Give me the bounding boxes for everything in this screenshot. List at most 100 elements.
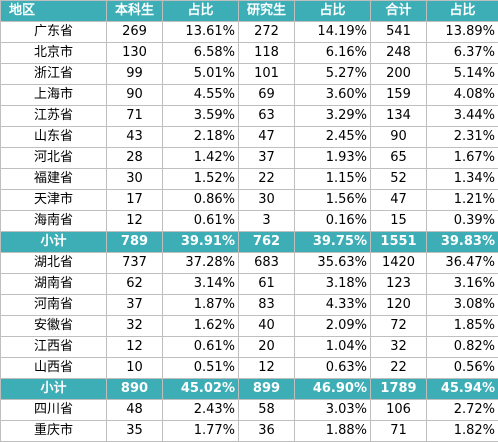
- region-cell[interactable]: 湖北省: [0, 252, 107, 274]
- total-share-cell[interactable]: 1.34%: [426, 168, 498, 190]
- region-cell[interactable]: 河南省: [0, 294, 107, 316]
- region-cell[interactable]: 四川省: [0, 399, 107, 421]
- graduate-cell[interactable]: 47: [238, 126, 295, 148]
- graduate-cell[interactable]: 12: [238, 357, 295, 379]
- undergrad-cell[interactable]: 71: [106, 105, 163, 127]
- graduate-cell[interactable]: 36: [238, 420, 295, 442]
- total-cell[interactable]: 47: [370, 189, 427, 211]
- undergrad-cell[interactable]: 269: [106, 21, 163, 43]
- graduate-share-cell[interactable]: 14.19%: [294, 21, 371, 43]
- graduate-share-cell[interactable]: 1.88%: [294, 420, 371, 442]
- region-cell[interactable]: 重庆市: [0, 420, 107, 442]
- total-cell[interactable]: 248: [370, 42, 427, 64]
- header-undergrad-share[interactable]: 占比: [162, 0, 239, 22]
- undergrad-cell[interactable]: 17: [106, 189, 163, 211]
- total-share-cell[interactable]: 1.85%: [426, 315, 498, 337]
- region-cell[interactable]: 福建省: [0, 168, 107, 190]
- total-share-cell[interactable]: 36.47%: [426, 252, 498, 274]
- undergrad-share-cell[interactable]: 5.01%: [162, 63, 239, 85]
- graduate-cell[interactable]: 101: [238, 63, 295, 85]
- undergrad-cell[interactable]: 90: [106, 84, 163, 106]
- undergrad-cell[interactable]: 12: [106, 336, 163, 358]
- graduate-cell[interactable]: 683: [238, 252, 295, 274]
- graduate-cell[interactable]: 61: [238, 273, 295, 295]
- subtotal-total-share-cell[interactable]: 45.94%: [426, 378, 498, 400]
- region-cell[interactable]: 浙江省: [0, 63, 107, 85]
- total-share-cell[interactable]: 13.89%: [426, 21, 498, 43]
- region-cell[interactable]: 山东省: [0, 126, 107, 148]
- undergrad-share-cell[interactable]: 0.61%: [162, 210, 239, 232]
- undergrad-cell[interactable]: 737: [106, 252, 163, 274]
- undergrad-cell[interactable]: 43: [106, 126, 163, 148]
- total-cell[interactable]: 72: [370, 315, 427, 337]
- undergrad-share-cell[interactable]: 3.14%: [162, 273, 239, 295]
- graduate-share-cell[interactable]: 0.63%: [294, 357, 371, 379]
- graduate-share-cell[interactable]: 35.63%: [294, 252, 371, 274]
- graduate-share-cell[interactable]: 4.33%: [294, 294, 371, 316]
- total-share-cell[interactable]: 5.14%: [426, 63, 498, 85]
- undergrad-share-cell[interactable]: 13.61%: [162, 21, 239, 43]
- total-cell[interactable]: 200: [370, 63, 427, 85]
- undergrad-share-cell[interactable]: 2.43%: [162, 399, 239, 421]
- graduate-share-cell[interactable]: 5.27%: [294, 63, 371, 85]
- graduate-cell[interactable]: 40: [238, 315, 295, 337]
- region-cell[interactable]: 天津市: [0, 189, 107, 211]
- undergrad-cell[interactable]: 10: [106, 357, 163, 379]
- header-total-share[interactable]: 占比: [426, 0, 498, 22]
- graduate-cell[interactable]: 118: [238, 42, 295, 64]
- subtotal-region-cell[interactable]: 小计: [0, 231, 107, 253]
- subtotal-graduate-share-cell[interactable]: 39.75%: [294, 231, 371, 253]
- graduate-share-cell[interactable]: 2.09%: [294, 315, 371, 337]
- total-cell[interactable]: 134: [370, 105, 427, 127]
- total-share-cell[interactable]: 2.31%: [426, 126, 498, 148]
- undergrad-share-cell[interactable]: 1.87%: [162, 294, 239, 316]
- graduate-share-cell[interactable]: 6.16%: [294, 42, 371, 64]
- undergrad-cell[interactable]: 12: [106, 210, 163, 232]
- undergrad-cell[interactable]: 35: [106, 420, 163, 442]
- undergrad-share-cell[interactable]: 1.42%: [162, 147, 239, 169]
- graduate-share-cell[interactable]: 0.16%: [294, 210, 371, 232]
- region-cell[interactable]: 广东省: [0, 21, 107, 43]
- total-share-cell[interactable]: 2.72%: [426, 399, 498, 421]
- undergrad-cell[interactable]: 48: [106, 399, 163, 421]
- subtotal-graduate-cell[interactable]: 762: [238, 231, 295, 253]
- undergrad-cell[interactable]: 37: [106, 294, 163, 316]
- total-cell[interactable]: 65: [370, 147, 427, 169]
- total-cell[interactable]: 22: [370, 357, 427, 379]
- subtotal-undergrad-share-cell[interactable]: 39.91%: [162, 231, 239, 253]
- total-share-cell[interactable]: 3.08%: [426, 294, 498, 316]
- subtotal-undergrad-share-cell[interactable]: 45.02%: [162, 378, 239, 400]
- undergrad-share-cell[interactable]: 6.58%: [162, 42, 239, 64]
- graduate-share-cell[interactable]: 3.60%: [294, 84, 371, 106]
- undergrad-cell[interactable]: 62: [106, 273, 163, 295]
- undergrad-cell[interactable]: 28: [106, 147, 163, 169]
- total-cell[interactable]: 106: [370, 399, 427, 421]
- total-cell[interactable]: 120: [370, 294, 427, 316]
- graduate-cell[interactable]: 63: [238, 105, 295, 127]
- header-region[interactable]: 地区: [0, 0, 107, 22]
- graduate-cell[interactable]: 3: [238, 210, 295, 232]
- total-cell[interactable]: 541: [370, 21, 427, 43]
- region-cell[interactable]: 上海市: [0, 84, 107, 106]
- undergrad-share-cell[interactable]: 1.62%: [162, 315, 239, 337]
- header-graduate-share[interactable]: 占比: [294, 0, 371, 22]
- total-share-cell[interactable]: 0.82%: [426, 336, 498, 358]
- subtotal-undergrad-cell[interactable]: 789: [106, 231, 163, 253]
- region-cell[interactable]: 安徽省: [0, 315, 107, 337]
- subtotal-total-cell[interactable]: 1551: [370, 231, 427, 253]
- header-graduate[interactable]: 研究生: [238, 0, 295, 22]
- graduate-share-cell[interactable]: 3.03%: [294, 399, 371, 421]
- total-share-cell[interactable]: 1.67%: [426, 147, 498, 169]
- total-cell[interactable]: 52: [370, 168, 427, 190]
- undergrad-cell[interactable]: 32: [106, 315, 163, 337]
- undergrad-share-cell[interactable]: 1.77%: [162, 420, 239, 442]
- region-cell[interactable]: 湖南省: [0, 273, 107, 295]
- graduate-cell[interactable]: 58: [238, 399, 295, 421]
- subtotal-region-cell[interactable]: 小计: [0, 378, 107, 400]
- total-cell[interactable]: 15: [370, 210, 427, 232]
- total-cell[interactable]: 159: [370, 84, 427, 106]
- total-share-cell[interactable]: 3.16%: [426, 273, 498, 295]
- total-share-cell[interactable]: 6.37%: [426, 42, 498, 64]
- undergrad-share-cell[interactable]: 2.18%: [162, 126, 239, 148]
- total-share-cell[interactable]: 0.39%: [426, 210, 498, 232]
